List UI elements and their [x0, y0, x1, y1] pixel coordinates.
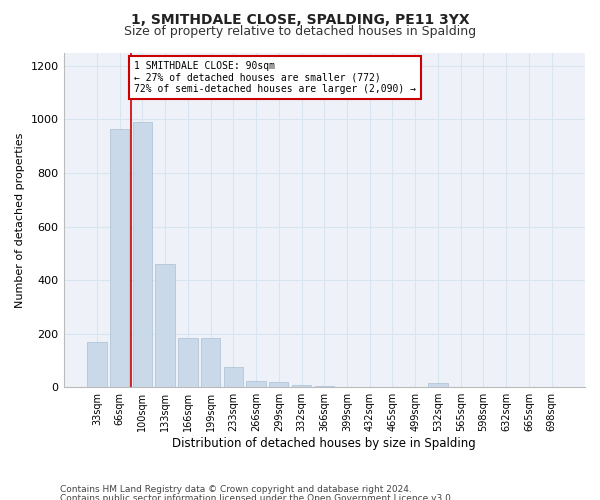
- Text: 1 SMITHDALE CLOSE: 90sqm
← 27% of detached houses are smaller (772)
72% of semi-: 1 SMITHDALE CLOSE: 90sqm ← 27% of detach…: [134, 60, 416, 94]
- Bar: [133, 122, 152, 387]
- Text: Size of property relative to detached houses in Spalding: Size of property relative to detached ho…: [124, 25, 476, 38]
- Bar: [428, 383, 448, 387]
- Text: 1, SMITHDALE CLOSE, SPALDING, PE11 3YX: 1, SMITHDALE CLOSE, SPALDING, PE11 3YX: [131, 12, 469, 26]
- Y-axis label: Number of detached properties: Number of detached properties: [15, 132, 25, 308]
- Bar: [155, 264, 175, 387]
- Bar: [201, 338, 220, 387]
- Bar: [87, 342, 107, 387]
- Bar: [314, 386, 334, 387]
- Bar: [110, 129, 130, 387]
- Bar: [178, 338, 197, 387]
- Bar: [269, 382, 289, 387]
- Bar: [224, 367, 243, 387]
- Text: Contains public sector information licensed under the Open Government Licence v3: Contains public sector information licen…: [60, 494, 454, 500]
- Bar: [247, 380, 266, 387]
- Text: Contains HM Land Registry data © Crown copyright and database right 2024.: Contains HM Land Registry data © Crown c…: [60, 485, 412, 494]
- X-axis label: Distribution of detached houses by size in Spalding: Distribution of detached houses by size …: [172, 437, 476, 450]
- Bar: [292, 384, 311, 387]
